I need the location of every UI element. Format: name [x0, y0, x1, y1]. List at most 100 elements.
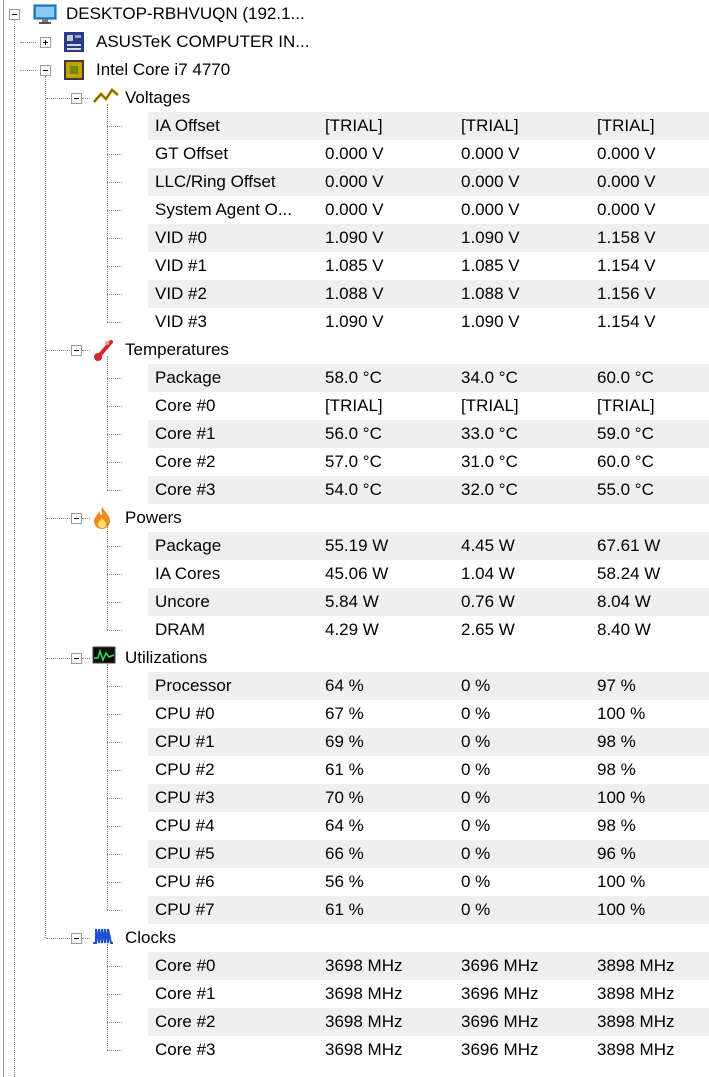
expand-toggle[interactable] [40, 37, 51, 48]
group-label: Voltages [125, 88, 191, 107]
tree-connector [46, 98, 70, 99]
tree-node-clocks[interactable]: Clocks [0, 924, 709, 952]
sensor-max: 67.61 W [597, 536, 661, 555]
sensor-row[interactable]: CPU #0 67 % 0 % 100 % [0, 700, 709, 728]
sensor-value: 1.088 V [325, 284, 384, 303]
tree-node-motherboard[interactable]: ASUSTeK COMPUTER IN... [0, 28, 709, 56]
tree-connector [20, 42, 36, 43]
sensor-name: Package [155, 368, 222, 387]
tree-connector [107, 210, 122, 211]
sensor-value: 56.0 °C [325, 424, 382, 443]
thermometer-icon [92, 338, 120, 362]
sensor-row[interactable]: Core #2 3698 MHz 3696 MHz 3898 MHz [0, 1008, 709, 1036]
sensor-min: 34.0 °C [461, 368, 518, 387]
sensor-row[interactable]: LLC/Ring Offset 0.000 V 0.000 V 0.000 V [0, 168, 709, 196]
tree-node-temperatures[interactable]: Temperatures [0, 336, 709, 364]
sensor-value: 57.0 °C [325, 452, 382, 471]
sensor-row[interactable]: GT Offset 0.000 V 0.000 V 0.000 V [0, 140, 709, 168]
collapse-toggle[interactable] [71, 933, 82, 944]
sensor-max: 98 % [597, 816, 636, 835]
sensor-min: 0 % [461, 816, 491, 835]
collapse-toggle[interactable] [71, 513, 82, 524]
sensor-row[interactable]: VID #2 1.088 V 1.088 V 1.156 V [0, 280, 709, 308]
sensor-value: 1.085 V [325, 256, 384, 275]
sensor-min: 32.0 °C [461, 480, 518, 499]
sensor-row[interactable]: Core #1 3698 MHz 3696 MHz 3898 MHz [0, 980, 709, 1008]
sensor-row[interactable]: Core #2 57.0 °C 31.0 °C 60.0 °C [0, 448, 709, 476]
tree-connector [82, 98, 90, 99]
tree-connector [107, 154, 122, 155]
sensor-min: 0 % [461, 704, 491, 723]
sensor-row[interactable]: CPU #4 64 % 0 % 98 % [0, 812, 709, 840]
sensor-max: 60.0 °C [597, 368, 654, 387]
sensor-value: 3698 MHz [325, 1012, 403, 1031]
sensor-min: 2.65 W [461, 620, 515, 639]
sensor-row[interactable]: DRAM 4.29 W 2.65 W 8.40 W [0, 616, 709, 644]
sensor-row[interactable]: Package 58.0 °C 34.0 °C 60.0 °C [0, 364, 709, 392]
sensor-value: 0.000 V [325, 172, 384, 191]
collapse-toggle[interactable] [71, 93, 82, 104]
sensor-min: 0 % [461, 760, 491, 779]
sensor-max: 8.04 W [597, 592, 651, 611]
tree-node-utilizations[interactable]: Utilizations [0, 644, 709, 672]
sensor-name: Processor [155, 676, 232, 695]
sensor-row[interactable]: Core #3 54.0 °C 32.0 °C 55.0 °C [0, 476, 709, 504]
tree-connector [107, 1022, 122, 1023]
clock-signal-icon [92, 926, 120, 950]
sensor-max: 98 % [597, 760, 636, 779]
monitor-icon [33, 3, 59, 25]
tree-connector [46, 658, 70, 659]
sensor-min: 0.000 V [461, 172, 520, 191]
collapse-toggle[interactable] [71, 653, 82, 664]
sensor-value: 64 % [325, 816, 364, 835]
sensor-name: System Agent O... [155, 200, 293, 219]
tree-node-voltages[interactable]: Voltages [0, 84, 709, 112]
sensor-min: 1.088 V [461, 284, 520, 303]
sensor-row[interactable]: Core #1 56.0 °C 33.0 °C 59.0 °C [0, 420, 709, 448]
sensor-min: 0 % [461, 676, 491, 695]
sensor-row[interactable]: Processor 64 % 0 % 97 % [0, 672, 709, 700]
sensor-max: 60.0 °C [597, 452, 654, 471]
sensor-row[interactable]: CPU #7 61 % 0 % 100 % [0, 896, 709, 924]
sensor-name: VID #0 [155, 228, 207, 247]
sensor-value: 69 % [325, 732, 364, 751]
tree-connector [107, 406, 122, 407]
sensor-row[interactable]: CPU #3 70 % 0 % 100 % [0, 784, 709, 812]
voltage-icon [92, 86, 120, 110]
sensor-max: 100 % [597, 788, 646, 807]
sensor-max: 0.000 V [597, 200, 656, 219]
tree-node-cpu[interactable]: Intel Core i7 4770 [0, 56, 709, 84]
sensor-row[interactable]: VID #3 1.090 V 1.090 V 1.154 V [0, 308, 709, 336]
sensor-row[interactable]: CPU #2 61 % 0 % 98 % [0, 756, 709, 784]
sensor-row[interactable]: System Agent O... 0.000 V 0.000 V 0.000 V [0, 196, 709, 224]
collapse-toggle[interactable] [40, 65, 51, 76]
sensor-row[interactable]: CPU #1 69 % 0 % 98 % [0, 728, 709, 756]
sensor-row[interactable]: Uncore 5.84 W 0.76 W 8.04 W [0, 588, 709, 616]
sensor-row[interactable]: CPU #5 66 % 0 % 96 % [0, 840, 709, 868]
sensor-name: IA Cores [155, 564, 221, 583]
sensor-row[interactable]: VID #1 1.085 V 1.085 V 1.154 V [0, 252, 709, 280]
tree-connector [107, 602, 122, 603]
tree-node-root[interactable]: DESKTOP-RBHVUQN (192.1... [0, 0, 709, 28]
tree-connector [46, 938, 70, 939]
sensor-value: 1.090 V [325, 312, 384, 331]
sensor-row[interactable]: CPU #6 56 % 0 % 100 % [0, 868, 709, 896]
left-border [3, 0, 4, 1077]
node-label: ASUSTeK COMPUTER IN... [96, 32, 310, 51]
sensor-row[interactable]: Core #3 3698 MHz 3696 MHz 3898 MHz [0, 1036, 709, 1064]
sensor-row[interactable]: Core #0 [TRIAL] [TRIAL] [TRIAL] [0, 392, 709, 420]
sensor-value: 3698 MHz [325, 956, 403, 975]
sensor-row[interactable]: Package 55.19 W 4.45 W 67.61 W [0, 532, 709, 560]
sensor-name: CPU #0 [155, 704, 215, 723]
sensor-row[interactable]: IA Cores 45.06 W 1.04 W 58.24 W [0, 560, 709, 588]
sensor-max: 1.156 V [597, 284, 656, 303]
sensor-row[interactable]: VID #0 1.090 V 1.090 V 1.158 V [0, 224, 709, 252]
tree-connector [107, 910, 122, 911]
tree-connector [107, 630, 122, 631]
sensor-max: 8.40 W [597, 620, 651, 639]
sensor-row[interactable]: Core #0 3698 MHz 3696 MHz 3898 MHz [0, 952, 709, 980]
tree-node-powers[interactable]: Powers [0, 504, 709, 532]
collapse-toggle[interactable] [71, 345, 82, 356]
sensor-row[interactable]: IA Offset [TRIAL] [TRIAL] [TRIAL] [0, 112, 709, 140]
tree-connector [107, 378, 122, 379]
